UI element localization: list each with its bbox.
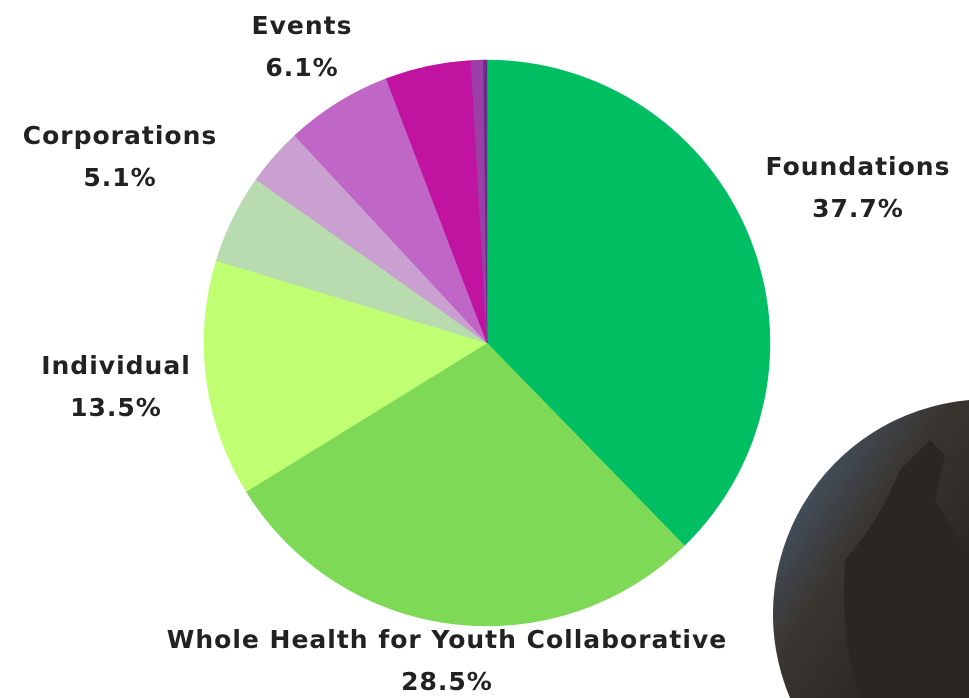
slice-value-label: 28.5% — [401, 667, 493, 696]
slice-value-label: 5.1% — [83, 163, 156, 192]
slice-value-label: 13.5% — [70, 393, 162, 422]
pie-slice — [486, 59, 771, 546]
pie-slice — [483, 59, 488, 344]
slice-label: Corporations — [23, 121, 218, 150]
slice-label: Whole Health for Youth Collaborative — [167, 625, 727, 654]
slice-label: Foundations — [766, 152, 951, 181]
photo-figure — [844, 440, 969, 698]
pie-slice — [245, 342, 685, 627]
pie-slice — [203, 260, 488, 492]
slice-value-label: 37.7% — [812, 194, 904, 223]
slice-value-label: 6.1% — [265, 53, 338, 82]
slice-label: Events — [252, 11, 353, 40]
slice-label: Individual — [41, 351, 191, 380]
